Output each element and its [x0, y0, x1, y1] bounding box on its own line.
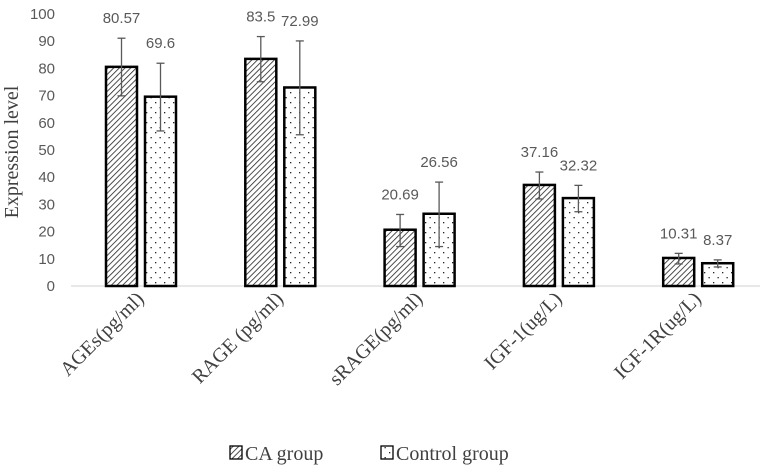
legend-swatch-ca-group [229, 445, 243, 460]
x-tick-label: sRAGE(pg/ml) [325, 288, 427, 390]
x-tick-label: RAGE (pg/ml) [188, 288, 288, 388]
data-label: 20.69 [381, 186, 419, 203]
data-label: 80.57 [103, 10, 141, 27]
x-tick-labels: AGEs(pg/ml) RAGE (pg/ml) sRAGE(pg/ml) IGF-1… [56, 288, 706, 390]
x-tick-label: AGEs(pg/ml) [56, 288, 149, 381]
legend-label-ca-group: CA group [245, 443, 323, 465]
data-label: 32.32 [560, 157, 598, 174]
y-tick-label: 80 [38, 60, 55, 77]
data-label: 69.6 [146, 35, 175, 52]
y-tick-label: 40 [38, 169, 55, 186]
x-tick-label: IGF-1(ug/L) [480, 288, 566, 374]
y-tick-label: 90 [38, 33, 55, 50]
y-tick-label: 50 [38, 142, 55, 159]
y-tick-label: 10 [38, 251, 55, 268]
bar-control-group [561, 196, 596, 288]
y-tick-label: 30 [38, 196, 55, 213]
data-label: 72.99 [281, 13, 319, 30]
data-label: 26.56 [420, 154, 458, 171]
legend-label-control-group: Control group [396, 443, 509, 465]
bar-ca-group [244, 57, 278, 288]
y-tick-label: 60 [38, 115, 55, 132]
legend-item-control-group: Control group [380, 443, 509, 465]
bar-ca-group [522, 183, 557, 288]
y-tick-label: 100 [30, 6, 55, 23]
data-label: 37.16 [521, 144, 559, 161]
data-label: 10.31 [660, 225, 698, 242]
y-tick-label: 20 [38, 224, 55, 241]
data-label: 8.37 [703, 232, 732, 249]
bar-ca-group [104, 65, 139, 288]
y-tick-labels: 0 10 20 30 40 50 60 70 80 90 100 [30, 6, 55, 295]
legend-item-ca-group: CA group [229, 443, 323, 465]
y-tick-label: 0 [47, 278, 55, 295]
x-tick-label: IGF-1R(ug/L) [610, 288, 706, 384]
legend: CA group Control group [229, 443, 509, 465]
y-axis-title: Expression level [1, 85, 23, 218]
data-label: 83.5 [246, 9, 275, 26]
y-tick-label: 70 [38, 88, 55, 105]
legend-swatch-control-group [380, 445, 394, 460]
